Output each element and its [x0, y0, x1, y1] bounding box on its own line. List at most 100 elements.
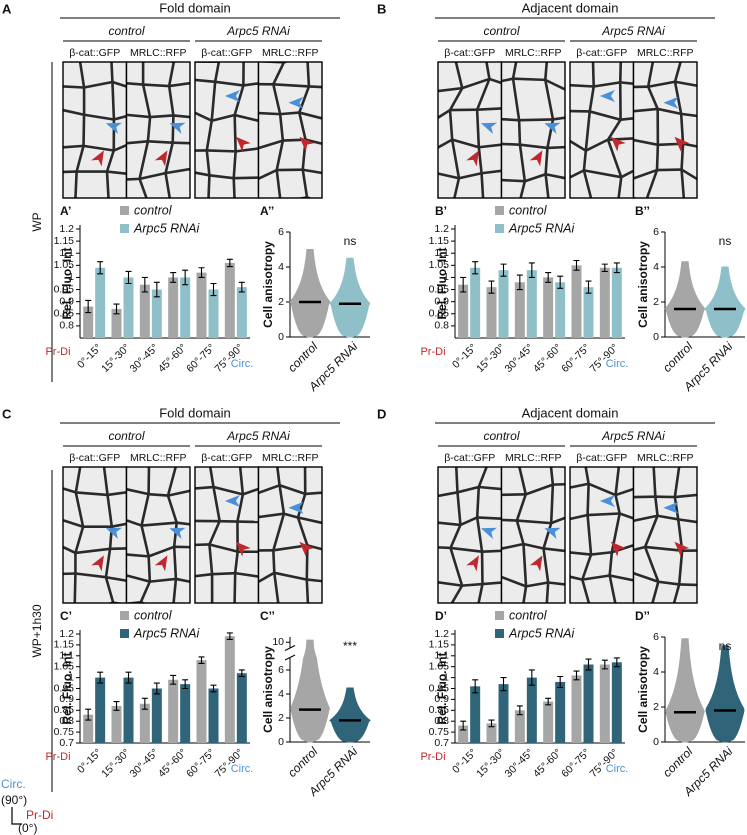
- cell-edge: [478, 485, 502, 491]
- cell-edge: [456, 492, 462, 526]
- cell-edge: [280, 612, 308, 616]
- cell-edge: [458, 171, 482, 180]
- bar: [83, 306, 94, 338]
- cell-edge: [74, 526, 85, 554]
- cell-edge: [685, 201, 712, 209]
- legend-swatch: [120, 206, 129, 215]
- cell-edge: [298, 111, 322, 120]
- violin: [705, 645, 745, 743]
- cell-edge: [544, 147, 549, 175]
- y-tick-label: 1.2: [59, 628, 74, 640]
- cell-edge: [166, 495, 178, 524]
- y-tick-label: 2: [278, 712, 284, 724]
- error-bar: [613, 657, 620, 668]
- cell-edge: [653, 59, 681, 60]
- error-bar: [238, 281, 245, 293]
- chart-label: D’: [435, 609, 447, 623]
- arrowhead: [288, 96, 304, 109]
- cell-edge: [590, 550, 612, 556]
- cell-edge: [674, 493, 697, 499]
- cell-edge: [302, 168, 322, 175]
- cell-edge: [74, 171, 78, 198]
- cell-edge: [212, 571, 236, 576]
- cell-edge: [305, 138, 322, 146]
- x-tick-label: 60°-75°: [559, 342, 592, 375]
- cell-edge: [679, 113, 685, 144]
- y-tick-label: 0.8: [434, 715, 449, 727]
- cell-edge: [105, 150, 116, 172]
- marker-label: MRLC::RFP: [637, 452, 694, 464]
- cell-edge: [448, 87, 464, 111]
- cell-edge: [211, 113, 235, 122]
- cell-edge: [213, 485, 244, 496]
- cell-edge: [545, 582, 550, 603]
- cell-edge: [546, 610, 572, 616]
- cell-edge: [74, 492, 85, 527]
- cell-edge: [149, 577, 177, 583]
- marker-label: MRLC::RFP: [505, 47, 562, 59]
- arrowhead: [599, 90, 615, 102]
- cell-edge: [608, 552, 614, 576]
- significance: ns: [719, 234, 732, 248]
- cell-edge: [172, 141, 190, 145]
- cell-edge: [617, 177, 623, 198]
- panel-letter: B: [377, 1, 386, 16]
- y-tick-label: 0.7: [434, 737, 449, 749]
- cell-edge: [166, 467, 178, 496]
- y-tick-label: 1.05: [429, 259, 450, 271]
- y-tick-label: 2: [653, 296, 659, 308]
- cell-edge: [544, 79, 555, 120]
- y-tick-label: 1.15: [429, 639, 450, 651]
- cell-edge: [501, 493, 526, 497]
- bar: [571, 675, 582, 743]
- cell-edge: [148, 545, 175, 558]
- marker-label: β-cat::GFP: [69, 47, 120, 59]
- cell-edge: [75, 201, 109, 204]
- cell-edge: [511, 62, 518, 79]
- y-axis-label: Rel. Fluo. Int: [60, 248, 74, 320]
- cell-edge: [78, 62, 86, 88]
- bar: [555, 282, 566, 338]
- error-bar: [557, 675, 564, 688]
- cell-edge: [112, 80, 127, 88]
- cell-edge: [272, 62, 286, 85]
- significance: ns: [719, 639, 732, 653]
- y-tick-label: 2: [653, 701, 659, 713]
- error-bar: [238, 669, 245, 678]
- cell-edge: [673, 467, 681, 498]
- cell-edge: [518, 144, 527, 182]
- cell-edge: [172, 522, 178, 547]
- cell-edge: [63, 518, 84, 528]
- cell-edge: [581, 554, 593, 581]
- cell-edge: [49, 484, 58, 518]
- cell-edge: [522, 586, 528, 603]
- cell-edge: [679, 583, 697, 587]
- error-bar: [516, 705, 523, 716]
- condition-label: control: [483, 429, 519, 443]
- y-tick-label: 6: [278, 664, 284, 676]
- y-tick-label: 1.1: [59, 247, 74, 259]
- y-tick-label: 1.15: [429, 235, 450, 247]
- y-tick-label: 0.9: [59, 693, 74, 705]
- cell-edge: [75, 547, 111, 555]
- error-bar: [210, 282, 217, 297]
- cell-edge: [646, 201, 685, 210]
- violin: [664, 261, 706, 338]
- arrowhead: [299, 541, 315, 557]
- cell-edge: [334, 465, 336, 492]
- cell-edge: [461, 77, 490, 90]
- cell-edge: [433, 91, 434, 120]
- cell-edge: [643, 515, 659, 548]
- cell-edge: [543, 547, 565, 553]
- cell-edge: [195, 485, 214, 490]
- cell-edge: [680, 169, 686, 198]
- cell-edge: [658, 580, 680, 586]
- cell-edge: [63, 144, 84, 149]
- arrowhead: [154, 555, 168, 572]
- cell-edge: [205, 120, 214, 151]
- x-start-label: Pr-Di: [420, 346, 445, 358]
- arrowhead: [154, 150, 168, 167]
- cell-edge: [633, 571, 659, 583]
- cell-edge: [75, 572, 107, 579]
